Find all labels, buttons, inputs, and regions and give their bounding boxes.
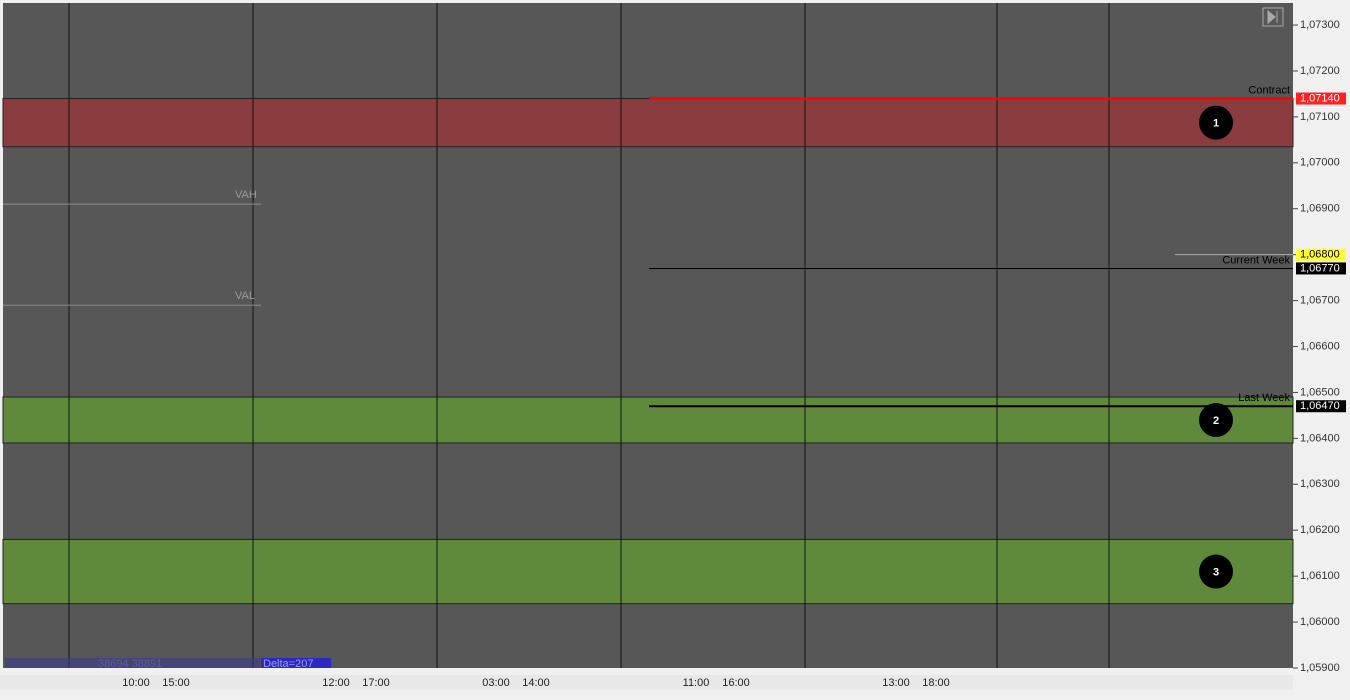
- price-tag: [1296, 92, 1346, 105]
- y-tick-label: 1,06400: [1300, 432, 1340, 444]
- value-area-label: VAH: [235, 189, 257, 201]
- volume-text: 38694 38891: [98, 658, 162, 670]
- delta-bar: [261, 658, 331, 668]
- y-tick-label: 1,06900: [1300, 203, 1340, 215]
- time-label: 17:00: [362, 677, 390, 689]
- level-name: Current Week: [1222, 254, 1290, 266]
- y-tick-label: 1,07300: [1300, 19, 1340, 31]
- y-tick-label: 1,06200: [1300, 524, 1340, 536]
- price-tag-label: 1,06470: [1300, 400, 1340, 412]
- price-tag-label: 1,06770: [1300, 262, 1340, 274]
- zone-number: 3: [1213, 566, 1219, 578]
- time-label: 14:00: [522, 677, 550, 689]
- price-tag: [1296, 262, 1346, 275]
- time-label: 15:00: [162, 677, 190, 689]
- time-label: 13:00: [882, 677, 910, 689]
- level-name: Last Week: [1238, 392, 1290, 404]
- price-tag-label: 1,07140: [1300, 92, 1340, 104]
- zone-number: 2: [1213, 415, 1219, 427]
- zone-marker: [1199, 554, 1233, 589]
- time-label: 18:00: [922, 677, 950, 689]
- y-tick-label: 1,07000: [1300, 157, 1340, 169]
- delta-text: Delta=207: [263, 658, 313, 670]
- zone-marker: [1199, 403, 1233, 438]
- y-tick-label: 1,07200: [1300, 65, 1340, 77]
- time-axis: [0, 675, 1293, 690]
- zone: [2, 396, 1294, 444]
- y-tick-label: 1,06100: [1300, 570, 1340, 582]
- last-price-label: 1,06800: [1300, 249, 1340, 261]
- y-tick-label: 1,06700: [1300, 295, 1340, 307]
- zone: [2, 538, 1294, 605]
- last-price-tag: [1296, 248, 1346, 261]
- scroll-button[interactable]: [1262, 7, 1284, 27]
- zone-number: 1: [1213, 118, 1219, 130]
- zone: [2, 98, 1294, 148]
- y-tick-label: 1,06500: [1300, 386, 1340, 398]
- y-tick-label: 1,05900: [1300, 662, 1340, 674]
- level-name: Contract: [1248, 84, 1290, 96]
- y-tick-label: 1,06600: [1300, 340, 1340, 352]
- time-label: 03:00: [482, 677, 510, 689]
- value-area-label: VAL: [235, 290, 255, 302]
- zone-marker: [1199, 105, 1233, 140]
- time-label: 16:00: [722, 677, 750, 689]
- time-label: 12:00: [322, 677, 350, 689]
- y-tick-label: 1,06000: [1300, 616, 1340, 628]
- time-label: 11:00: [683, 677, 710, 689]
- scroll-icon: [1267, 9, 1278, 25]
- volume-bar: [5, 658, 260, 668]
- time-label: 10:00: [122, 677, 150, 689]
- price-tag: [1296, 400, 1346, 413]
- y-tick-label: 1,06300: [1300, 478, 1340, 490]
- y-tick-label: 1,07100: [1300, 111, 1340, 123]
